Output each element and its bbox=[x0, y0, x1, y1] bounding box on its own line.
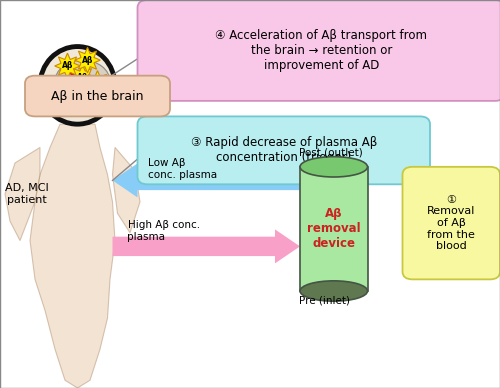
FancyBboxPatch shape bbox=[300, 167, 368, 291]
Ellipse shape bbox=[300, 157, 368, 177]
FancyArrow shape bbox=[112, 229, 300, 263]
FancyBboxPatch shape bbox=[138, 116, 430, 184]
Circle shape bbox=[55, 60, 110, 103]
Polygon shape bbox=[112, 147, 140, 233]
Text: Low Aβ
conc. plasma: Low Aβ conc. plasma bbox=[148, 158, 216, 180]
Polygon shape bbox=[70, 65, 96, 90]
Text: Aβ: Aβ bbox=[62, 61, 73, 71]
Text: Aβ
removal
device: Aβ removal device bbox=[307, 208, 360, 250]
Text: Aβ in the brain: Aβ in the brain bbox=[52, 90, 144, 102]
Text: Aβ: Aβ bbox=[82, 55, 93, 65]
Polygon shape bbox=[74, 47, 101, 73]
Text: High Aβ conc.
plasma: High Aβ conc. plasma bbox=[128, 220, 200, 242]
Text: Post (outlet): Post (outlet) bbox=[299, 147, 363, 157]
FancyArrow shape bbox=[112, 163, 300, 197]
Text: ③ Rapid decrease of plasma Aβ
concentration (trigger): ③ Rapid decrease of plasma Aβ concentrat… bbox=[190, 136, 377, 165]
Polygon shape bbox=[54, 53, 80, 79]
Text: AD, MCI
patient: AD, MCI patient bbox=[5, 183, 49, 205]
Polygon shape bbox=[30, 124, 115, 388]
FancyBboxPatch shape bbox=[25, 76, 170, 116]
Ellipse shape bbox=[40, 47, 115, 124]
Ellipse shape bbox=[300, 281, 368, 301]
Polygon shape bbox=[5, 147, 40, 241]
FancyBboxPatch shape bbox=[402, 167, 500, 279]
Text: Aβ: Aβ bbox=[77, 73, 88, 82]
Polygon shape bbox=[84, 71, 110, 96]
Text: Aβ: Aβ bbox=[92, 79, 103, 88]
Text: ④ Acceleration of Aβ transport from
the brain → retention or
improvement of AD: ④ Acceleration of Aβ transport from the … bbox=[215, 29, 427, 72]
Text: ①
Removal
of Aβ
from the
blood: ① Removal of Aβ from the blood bbox=[427, 195, 476, 251]
Text: Pre (inlet): Pre (inlet) bbox=[299, 296, 350, 306]
FancyBboxPatch shape bbox=[138, 0, 500, 101]
